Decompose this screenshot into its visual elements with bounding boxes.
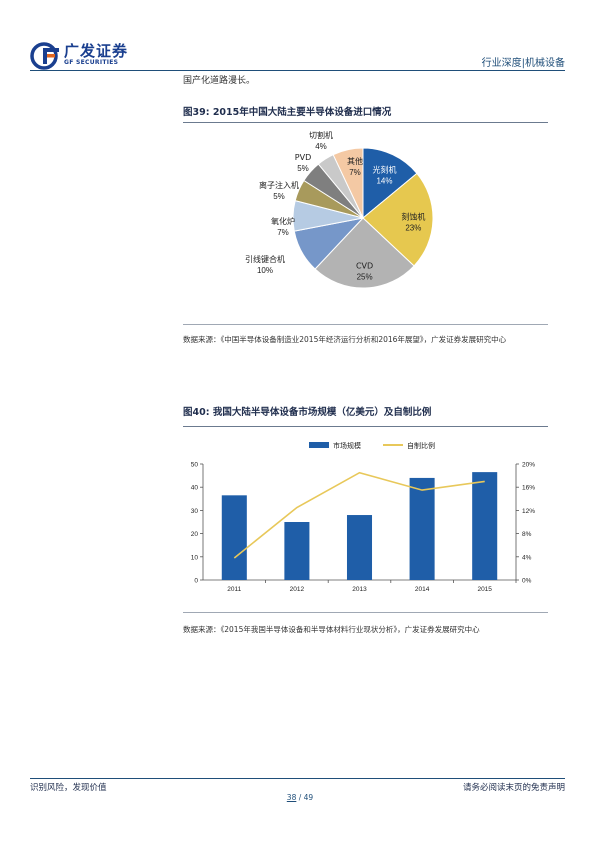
pie-label-0: 光刻机 [372, 164, 396, 174]
pie-label-6: PVD [295, 153, 311, 162]
y-left-tick-label: 20 [191, 531, 199, 538]
pie-label-2: CVD [356, 261, 373, 270]
page-separator: / [296, 793, 304, 802]
page-current: 38 [286, 793, 297, 802]
bar-2013 [346, 515, 373, 580]
y-left-tick-label: 50 [191, 462, 199, 469]
chart-legend: 市场规模 自制比例 [309, 441, 435, 450]
y-right-tick-label: 12% [522, 508, 535, 515]
header-divider [30, 70, 565, 71]
logo-text-cn: 广发证券 [64, 42, 129, 60]
page-total: 49 [303, 793, 314, 802]
pie-label-4: 氧化炉 [271, 216, 295, 226]
figure40-source: 数据来源：《2015年我国半导体设备和半导体材料行业现状分析》，广发证券发展研究… [183, 625, 480, 634]
pie-value-label-6: 5% [297, 164, 309, 173]
footer-disclaimer: 请务必阅读末页的免责声明 [462, 783, 565, 793]
legend-label-bar: 市场规模 [333, 441, 361, 450]
footer-slogan: 识别风险，发现价值 [30, 783, 107, 793]
y-left-tick-label: 10 [191, 554, 199, 561]
legend-label-line: 自制比例 [407, 441, 435, 450]
pie-value-label-8: 7% [349, 168, 361, 177]
y-right-tick-label: 0% [522, 578, 532, 585]
figure39-top-rule [183, 122, 548, 123]
pie-value-label-2: 25% [357, 272, 373, 281]
pie-value-label-1: 23% [405, 224, 421, 233]
figure40-bottom-rule [183, 612, 548, 613]
intro-text: 国产化道路漫长。 [183, 76, 256, 86]
page-number: 38 / 49 [280, 793, 320, 802]
figure40-top-rule [183, 426, 548, 427]
pie-value-label-5: 5% [273, 192, 285, 201]
y-right-tick-label: 8% [522, 531, 532, 538]
pie-slice-1 [362, 172, 434, 267]
x-tick-label: 2012 [290, 586, 305, 593]
pie-label-1: 刻蚀机 [401, 212, 425, 222]
report-section-label: 行业深度|机械设备 [481, 58, 565, 69]
x-tick-label: 2015 [477, 586, 492, 593]
pie-label-8: 其他 [347, 156, 363, 166]
pie-value-label-4: 7% [277, 228, 289, 237]
bar-2011 [221, 495, 247, 580]
y-left-tick-label: 30 [191, 508, 199, 515]
x-tick-label: 2011 [227, 586, 241, 593]
x-tick-label: 2014 [415, 586, 430, 593]
footer-divider [30, 778, 565, 779]
figure40-title: 图40: 我国大陆半导体设备市场规模（亿美元）及自制比例 [183, 407, 432, 418]
pie-slice-0 [362, 147, 418, 220]
bar-2012 [284, 522, 310, 580]
y-left-tick-label: 0 [194, 578, 198, 585]
logo-mark-icon [30, 42, 59, 70]
pie-label-7: 切割机 [309, 130, 333, 140]
figure39-bottom-rule [183, 324, 548, 325]
legend-swatch-bar [309, 442, 329, 448]
pie-slice-8 [332, 147, 364, 219]
x-tick-label: 2013 [352, 586, 367, 593]
bar-2015 [472, 472, 498, 580]
y-right-tick-label: 16% [522, 485, 535, 492]
pie-value-label-7: 4% [315, 142, 327, 151]
y-right-tick-label: 20% [522, 462, 535, 469]
pie-value-label-0: 14% [376, 176, 392, 185]
y-left-tick-label: 40 [191, 485, 199, 492]
figure39-title: 图39: 2015年中国大陆主要半导体设备进口情况 [183, 107, 392, 118]
figure40-combo-chart: 市场规模 自制比例 0 10 20 30 40 50 0% 4% 8% 12% 16% 20% 2011 20… [191, 441, 535, 593]
company-logo [30, 42, 170, 70]
figure39-pie-chart: 光刻机 14% 刻蚀机 23% CVD 25% 引线键合机 10% 氧化炉 7% 离子注入机 5% PV… [245, 130, 434, 289]
y-right-tick-label: 4% [522, 554, 532, 561]
pie-value-label-3: 10% [257, 266, 273, 275]
bar-2014 [409, 477, 435, 580]
logo-text-en: GF SECURITIES [64, 59, 119, 66]
figure39-source: 数据来源：《中国半导体设备制造业2015年经济运行分析和2016年展望》，广发证… [183, 335, 507, 344]
pie-label-5: 离子注入机 [259, 180, 299, 190]
pie-slice-2 [314, 217, 415, 289]
pie-label-3: 引线键合机 [245, 254, 285, 264]
